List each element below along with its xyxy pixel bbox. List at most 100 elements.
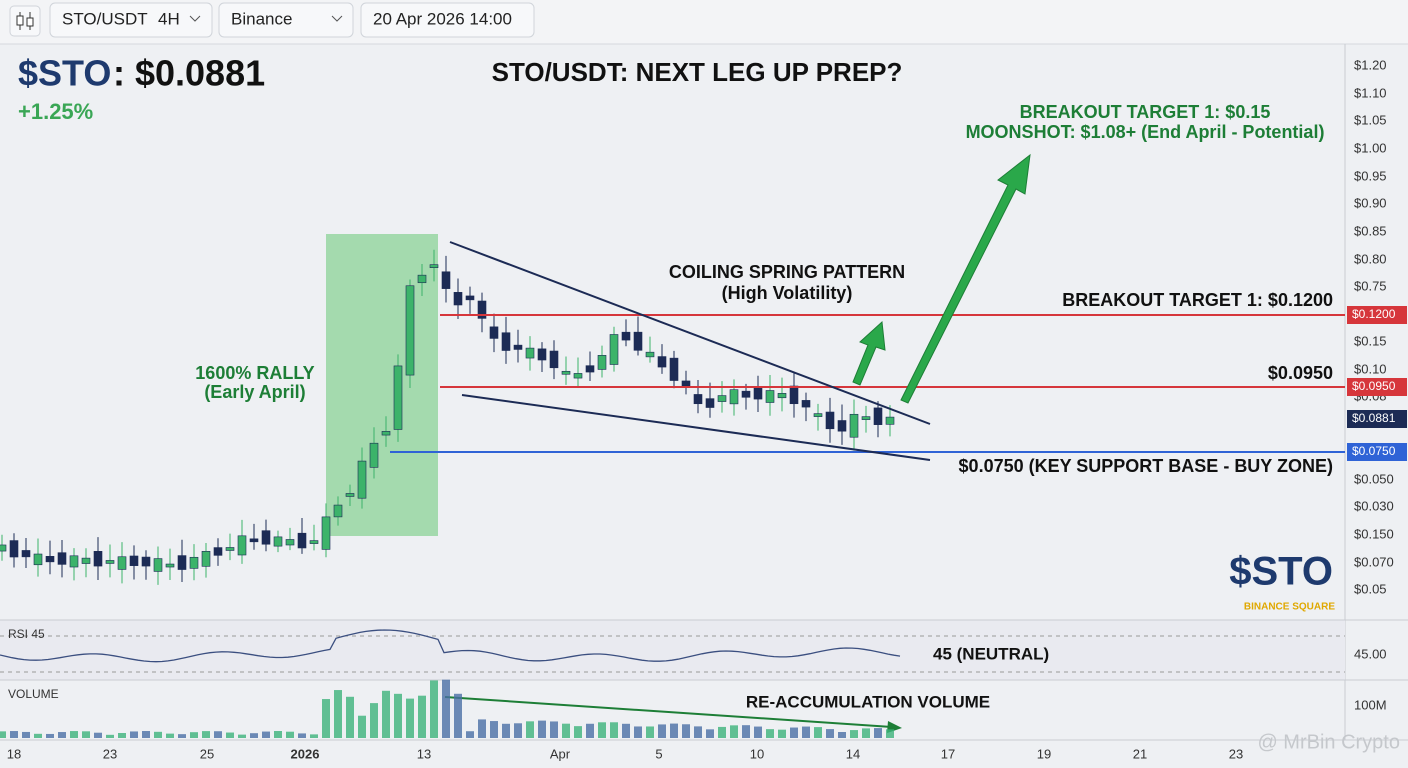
price-axis-label: $1.20 bbox=[1354, 57, 1387, 72]
candle-body bbox=[825, 411, 835, 430]
annotation: BREAKOUT TARGET 1: $0.1200 bbox=[1062, 290, 1333, 310]
volume-bar bbox=[766, 729, 774, 738]
volume-bar bbox=[670, 723, 678, 738]
change: +1.25% bbox=[18, 99, 93, 124]
volume-bar bbox=[874, 728, 882, 738]
candle-body bbox=[645, 351, 655, 358]
volume-label: VOLUME bbox=[8, 687, 59, 701]
candle-body bbox=[501, 332, 511, 351]
price-axis-label: $0.80 bbox=[1354, 251, 1387, 266]
candle-body bbox=[9, 540, 19, 558]
candle-body bbox=[57, 552, 67, 565]
volume-bar bbox=[334, 690, 342, 738]
candle-body bbox=[189, 556, 199, 569]
volume-bar bbox=[214, 731, 222, 738]
volume-bar bbox=[838, 732, 846, 738]
candle-body bbox=[345, 493, 355, 497]
wedge-lower bbox=[461, 394, 931, 461]
candle-body bbox=[429, 264, 439, 268]
wedge-upper bbox=[449, 241, 931, 425]
volume-bar bbox=[166, 733, 174, 738]
volume-bar bbox=[0, 731, 6, 738]
volume-bar bbox=[178, 734, 186, 738]
volume-bar bbox=[778, 729, 786, 738]
candle-body bbox=[69, 555, 79, 568]
candle-body bbox=[801, 400, 811, 408]
candle-body bbox=[729, 389, 739, 405]
candle-body bbox=[225, 547, 235, 551]
price-axis-label: $0.15 bbox=[1354, 333, 1387, 348]
volume-bar bbox=[82, 731, 90, 738]
candle-body bbox=[693, 394, 703, 405]
volume-bar bbox=[286, 731, 294, 738]
candle-body bbox=[681, 380, 691, 387]
candle-body bbox=[309, 540, 319, 544]
candle-body bbox=[741, 390, 751, 398]
price-axis-label: $0.050 bbox=[1354, 471, 1394, 486]
ticker: $STO bbox=[18, 53, 111, 94]
volume-bar bbox=[742, 725, 750, 738]
rsi-line bbox=[0, 629, 901, 663]
volume-bar bbox=[646, 726, 654, 738]
candle-body bbox=[0, 544, 7, 552]
volume-bar bbox=[526, 721, 534, 738]
target-arrow bbox=[900, 153, 1031, 404]
candle-body bbox=[213, 547, 223, 556]
candle-icon bbox=[16, 12, 34, 30]
candle-body bbox=[873, 407, 883, 425]
candle-body bbox=[633, 331, 643, 351]
volume-bar bbox=[538, 720, 546, 738]
candle-body bbox=[297, 532, 307, 549]
price-axis-label: $0.030 bbox=[1354, 498, 1394, 513]
volume-bar bbox=[598, 722, 606, 738]
candle-body bbox=[849, 413, 859, 438]
volume-bar bbox=[22, 731, 30, 738]
price-axis-label: $0.150 bbox=[1354, 526, 1394, 541]
rsi-note: 45 (NEUTRAL) bbox=[933, 644, 1049, 663]
volume-bar bbox=[202, 731, 210, 738]
price-tag-label: $0.0750 bbox=[1352, 444, 1396, 458]
volume-bar bbox=[754, 726, 762, 738]
candle-body bbox=[573, 373, 583, 379]
candle-body bbox=[861, 416, 871, 420]
volume-bar bbox=[586, 723, 594, 738]
price-axis-label: $0.070 bbox=[1354, 554, 1394, 569]
chevron bbox=[331, 15, 343, 22]
interval: 4H bbox=[158, 9, 180, 28]
exchange-select[interactable] bbox=[218, 2, 354, 38]
volume-bar bbox=[490, 721, 498, 738]
chart-type-button[interactable] bbox=[9, 5, 41, 37]
volume-bar bbox=[430, 680, 438, 738]
volume-bar bbox=[154, 731, 162, 738]
volume-bar bbox=[322, 699, 330, 738]
candle-body bbox=[609, 334, 619, 365]
volume-bar bbox=[610, 722, 618, 738]
candle-body bbox=[285, 539, 295, 546]
candle-body bbox=[789, 385, 799, 405]
volume-bar bbox=[382, 690, 390, 738]
candle-body bbox=[669, 357, 679, 381]
volume-bar bbox=[706, 729, 714, 738]
volume-bar bbox=[418, 695, 426, 738]
volume-bar bbox=[226, 732, 234, 738]
volume-bar bbox=[34, 733, 42, 738]
volume-bar bbox=[694, 726, 702, 738]
price-axis-label: $0.85 bbox=[1354, 223, 1387, 238]
candle-body bbox=[489, 326, 499, 339]
candle-body bbox=[141, 556, 151, 567]
symbol-select[interactable] bbox=[49, 2, 213, 38]
x-axis-label: 18 bbox=[7, 746, 21, 761]
date-select[interactable] bbox=[360, 2, 535, 38]
volume-bar bbox=[394, 693, 402, 738]
volume-bar bbox=[562, 723, 570, 738]
x-axis-label: 13 bbox=[417, 746, 431, 761]
candle-body bbox=[357, 460, 367, 499]
volume-bar bbox=[310, 734, 318, 738]
candle-body bbox=[477, 300, 487, 319]
candle-body bbox=[393, 365, 403, 430]
volume-bar bbox=[370, 703, 378, 738]
volume-bar bbox=[850, 730, 858, 738]
price-tag-label: $0.0881 bbox=[1352, 411, 1396, 425]
